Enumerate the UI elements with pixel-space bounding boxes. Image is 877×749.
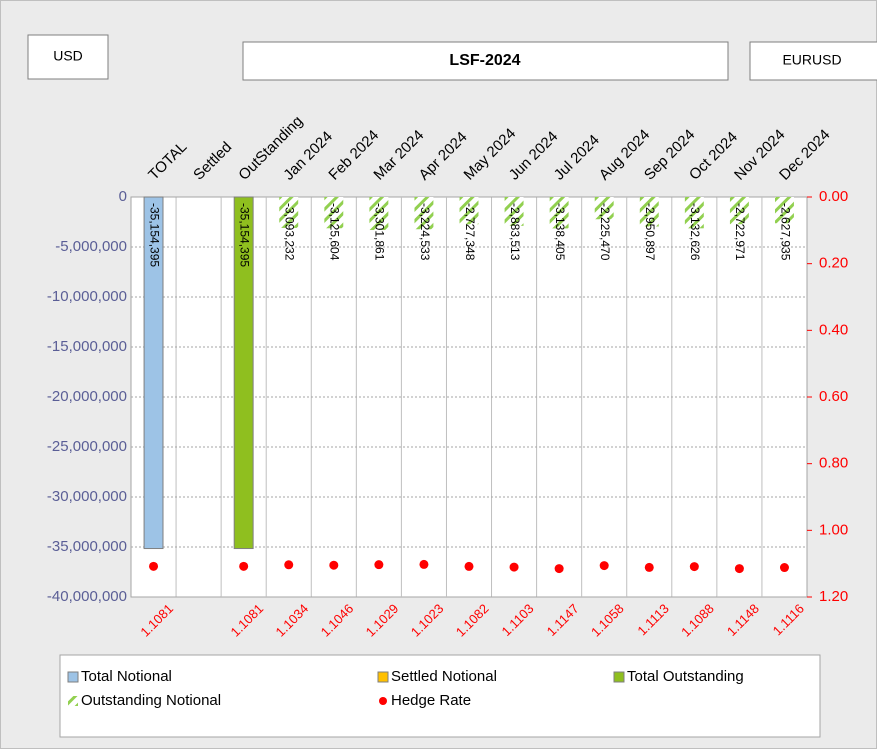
- point: [509, 562, 519, 572]
- chart-title: LSF-2024: [449, 52, 520, 69]
- point: [284, 560, 294, 570]
- bar: [143, 196, 164, 550]
- legend: [59, 654, 821, 738]
- legend-label: Total Notional: [81, 668, 172, 685]
- currency-label: USD: [53, 48, 83, 64]
- legend-swatch: [67, 671, 79, 683]
- data-label: -35,154,395: [147, 203, 161, 267]
- y-tick-label: -35,000,000: [47, 538, 127, 555]
- point: [464, 561, 474, 571]
- y-tick-label: -40,000,000: [47, 588, 127, 605]
- y2-tick-label: 1.20: [819, 588, 848, 605]
- currency-box: [27, 34, 109, 80]
- title-box: [242, 41, 729, 81]
- y-tick-label: -10,000,000: [47, 288, 127, 305]
- bar: [459, 197, 479, 225]
- bar: [324, 197, 344, 229]
- legend-label: Outstanding Notional: [81, 692, 221, 709]
- bar: [504, 197, 524, 226]
- point: [734, 564, 744, 574]
- y-tick-label: 0: [119, 188, 127, 205]
- y-tick-label: -15,000,000: [47, 338, 127, 355]
- point: [599, 561, 609, 571]
- point: [779, 563, 789, 573]
- y2-tick-label: 0.40: [819, 321, 848, 338]
- point: [419, 559, 429, 569]
- bar: [594, 197, 614, 220]
- data-label: -2,627,935: [778, 203, 792, 261]
- legend-label: Hedge Rate: [391, 692, 471, 709]
- legend-label: Total Outstanding: [627, 668, 744, 685]
- bar: [233, 196, 254, 550]
- data-label: -3,301,861: [373, 203, 387, 261]
- y-tick-label: -30,000,000: [47, 488, 127, 505]
- bar: [729, 197, 749, 225]
- data-label: -3,093,232: [283, 203, 297, 261]
- bar: [414, 197, 434, 230]
- y2-tick-label: 1.00: [819, 521, 848, 538]
- data-label: -3,125,604: [328, 203, 342, 261]
- point: [239, 561, 249, 571]
- point: [329, 560, 339, 570]
- bar: [549, 197, 569, 229]
- data-label: -2,950,897: [643, 203, 657, 261]
- point: [374, 560, 384, 570]
- bar: [279, 197, 299, 228]
- point: [149, 561, 159, 571]
- y-tick-label: -20,000,000: [47, 388, 127, 405]
- legend-marker: [379, 697, 387, 705]
- data-label: -2,225,470: [598, 203, 612, 261]
- data-label: -2,722,971: [733, 203, 747, 261]
- y2-tick-label: 0.80: [819, 455, 848, 472]
- bar: [369, 197, 389, 231]
- legend-swatch: [68, 696, 78, 706]
- bar: [639, 197, 659, 227]
- y2-tick-label: 0.00: [819, 188, 848, 205]
- data-label: -3,224,533: [418, 203, 432, 261]
- y-tick-label: -5,000,000: [55, 238, 127, 255]
- legend-swatch: [377, 671, 389, 683]
- y2-tick-label: 0.20: [819, 255, 848, 272]
- data-label: -2,883,513: [508, 203, 522, 261]
- pair-label: EURUSD: [782, 52, 841, 68]
- data-label: -3,138,405: [553, 203, 567, 261]
- y2-tick-label: 0.60: [819, 388, 848, 405]
- point: [689, 562, 699, 572]
- legend-label: Settled Notional: [391, 668, 497, 685]
- data-label: -2,727,348: [463, 203, 477, 261]
- point: [554, 564, 564, 574]
- legend-swatch: [613, 671, 625, 683]
- pair-box: [749, 41, 877, 81]
- point: [644, 562, 654, 572]
- bar: [775, 197, 794, 224]
- y-tick-label: -25,000,000: [47, 438, 127, 455]
- bar: [684, 197, 704, 229]
- data-label: -3,132,626: [688, 203, 702, 261]
- data-label: -35,154,395: [237, 203, 251, 267]
